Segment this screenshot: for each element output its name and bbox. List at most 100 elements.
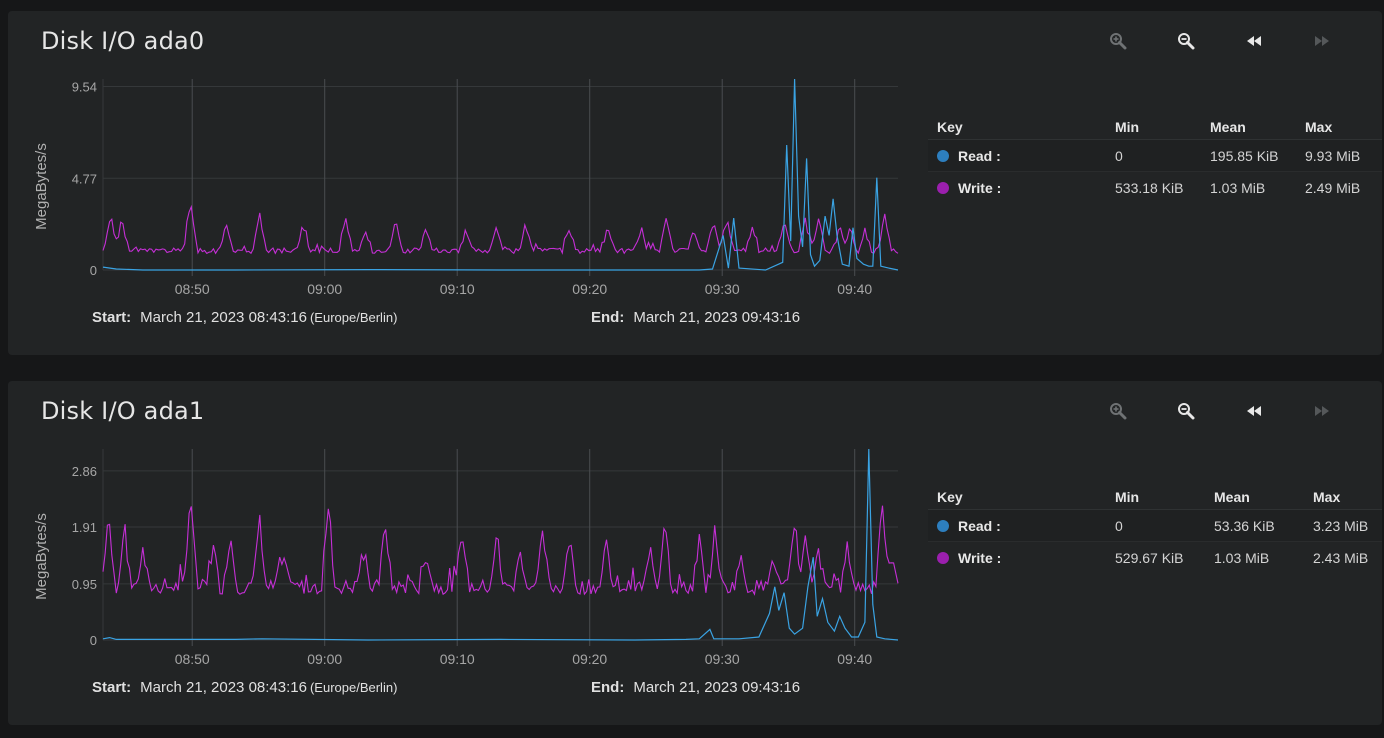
y-tick-label: 0 xyxy=(90,633,97,648)
key-header: Key xyxy=(928,115,1106,140)
legend-header: Key Min Mean Max xyxy=(928,115,1382,140)
legend: Key Min Mean Max Read : 0 53.36 KiB 3.23… xyxy=(928,485,1382,573)
step-back-icon xyxy=(1247,406,1261,416)
read-mean: 53.36 KiB xyxy=(1205,509,1304,542)
end-label: End: xyxy=(591,309,625,326)
disk-io-chart: 0 4.77 9.54 08:50 09:00 09:10 09:20 09:30 09:40 M… xyxy=(33,78,899,297)
card-title: Disk I/O ada0 xyxy=(41,27,205,55)
series-line-write xyxy=(102,204,899,255)
write-mean: 1.03 MiB xyxy=(1210,179,1266,196)
x-tick-label: 09:00 xyxy=(307,651,342,667)
end-value: March 21, 2023 09:43:16 xyxy=(633,309,801,326)
y-tick-label: 9.54 xyxy=(72,80,97,95)
start-label: Start: xyxy=(92,679,132,696)
chart-toolbar xyxy=(1094,397,1354,427)
read-dot-icon xyxy=(937,519,949,532)
read-min: 0 xyxy=(1106,139,1201,172)
legend-row-read: Read : 0 195.85 KiB 9.93 MiB xyxy=(928,139,1382,172)
step-forward-button[interactable] xyxy=(1304,397,1340,425)
legend-row-write: Write : 533.18 KiB 1.03 MiB 2.49 MiB xyxy=(928,172,1382,204)
write-dot-icon xyxy=(937,551,949,564)
x-tick-label: 09:20 xyxy=(572,651,607,667)
read-max: 9.93 MiB xyxy=(1296,139,1382,172)
read-dot-icon xyxy=(937,149,949,162)
x-tick-label: 09:20 xyxy=(572,281,607,297)
card-title: Disk I/O ada1 xyxy=(41,397,205,425)
step-back-button[interactable] xyxy=(1236,27,1272,55)
y-tick-label: 1.91 xyxy=(72,520,97,535)
y-tick-label: 0 xyxy=(90,263,97,278)
read-mean: 195.85 KiB xyxy=(1201,139,1296,172)
mean-header: Mean xyxy=(1205,485,1304,510)
end-time: End: March 21, 2023 09:43:16 xyxy=(591,309,800,326)
max-header: Max xyxy=(1304,485,1382,510)
min-header: Min xyxy=(1106,485,1205,510)
x-tick-label: 09:30 xyxy=(705,281,740,297)
max-header: Max xyxy=(1296,115,1382,140)
legend: Key Min Mean Max Read : 0 195.85 KiB 9.9… xyxy=(928,115,1382,203)
y-tick-label: 0.95 xyxy=(72,577,97,592)
step-forward-icon xyxy=(1315,36,1329,46)
chart-card-ada0: Disk I/O ada0 xyxy=(8,11,1382,355)
zoom-out-icon xyxy=(1178,403,1195,420)
series-line-write xyxy=(102,505,899,596)
series-line-read xyxy=(102,448,899,641)
step-back-button[interactable] xyxy=(1236,397,1272,425)
zoom-in-button[interactable] xyxy=(1100,27,1136,55)
x-tick-label: 08:50 xyxy=(175,651,210,667)
series-name: Write : xyxy=(958,179,1002,196)
x-tick-label: 09:40 xyxy=(837,651,872,667)
legend-table: Key Min Mean Max Read : 0 53.36 KiB 3.23… xyxy=(928,485,1382,573)
end-value: March 21, 2023 09:43:16 xyxy=(633,679,801,696)
zoom-out-button[interactable] xyxy=(1168,397,1204,425)
start-label: Start: xyxy=(92,309,132,326)
start-time: Start: March 21, 2023 08:43:16 (Europe/Ber… xyxy=(92,309,397,326)
end-label: End: xyxy=(591,679,625,696)
start-timezone: (Europe/Berlin) xyxy=(309,310,398,325)
series-name: Write : xyxy=(958,549,1002,566)
zoom-out-button[interactable] xyxy=(1168,27,1204,55)
chart-card-ada1: Disk I/O ada1 xyxy=(8,381,1382,725)
end-time: End: March 21, 2023 09:43:16 xyxy=(591,679,800,696)
disk-io-chart: 0 0.95 1.91 2.86 08:50 09:00 09:10 09:20 09:30 09… xyxy=(33,448,899,667)
x-tick-label: 09:00 xyxy=(307,281,342,297)
step-forward-button[interactable] xyxy=(1304,27,1340,55)
write-max: 2.49 MiB xyxy=(1305,179,1361,196)
min-header: Min xyxy=(1106,115,1201,140)
zoom-in-icon xyxy=(1110,33,1127,50)
legend-row-write: Write : 529.67 KiB 1.03 MiB 2.43 MiB xyxy=(928,542,1382,574)
write-min: 533.18 KiB xyxy=(1115,179,1184,196)
start-value: March 21, 2023 08:43:16 xyxy=(140,679,307,696)
start-value: March 21, 2023 08:43:16 xyxy=(140,309,307,326)
x-tick-label: 09:30 xyxy=(705,651,740,667)
y-tick-label: 2.86 xyxy=(72,464,97,479)
step-back-icon xyxy=(1247,36,1261,46)
mean-header: Mean xyxy=(1201,115,1296,140)
step-forward-icon xyxy=(1315,406,1329,416)
start-timezone: (Europe/Berlin) xyxy=(309,680,398,695)
legend-table: Key Min Mean Max Read : 0 195.85 KiB 9.9… xyxy=(928,115,1382,203)
series-name: Read : xyxy=(958,517,1001,534)
write-max: 2.43 MiB xyxy=(1313,549,1369,566)
write-mean: 1.03 MiB xyxy=(1214,549,1270,566)
series-name: Read : xyxy=(958,147,1001,164)
read-min: 0 xyxy=(1106,509,1205,542)
x-tick-label: 09:10 xyxy=(440,281,475,297)
y-axis-label: MegaBytes/s xyxy=(33,513,50,600)
legend-row-read: Read : 0 53.36 KiB 3.23 MiB xyxy=(928,509,1382,542)
start-time: Start: March 21, 2023 08:43:16 (Europe/Ber… xyxy=(92,679,397,696)
read-max: 3.23 MiB xyxy=(1304,509,1382,542)
legend-header: Key Min Mean Max xyxy=(928,485,1382,510)
series-line-read xyxy=(102,78,899,271)
zoom-in-button[interactable] xyxy=(1100,397,1136,425)
x-tick-label: 09:10 xyxy=(440,651,475,667)
write-dot-icon xyxy=(937,181,949,194)
y-axis-label: MegaBytes/s xyxy=(33,143,50,230)
zoom-out-icon xyxy=(1178,33,1195,50)
write-min: 529.67 KiB xyxy=(1115,549,1184,566)
y-tick-label: 4.77 xyxy=(72,171,97,186)
chart-toolbar xyxy=(1094,27,1354,57)
key-header: Key xyxy=(928,485,1106,510)
zoom-in-icon xyxy=(1110,403,1127,420)
x-tick-label: 08:50 xyxy=(175,281,210,297)
